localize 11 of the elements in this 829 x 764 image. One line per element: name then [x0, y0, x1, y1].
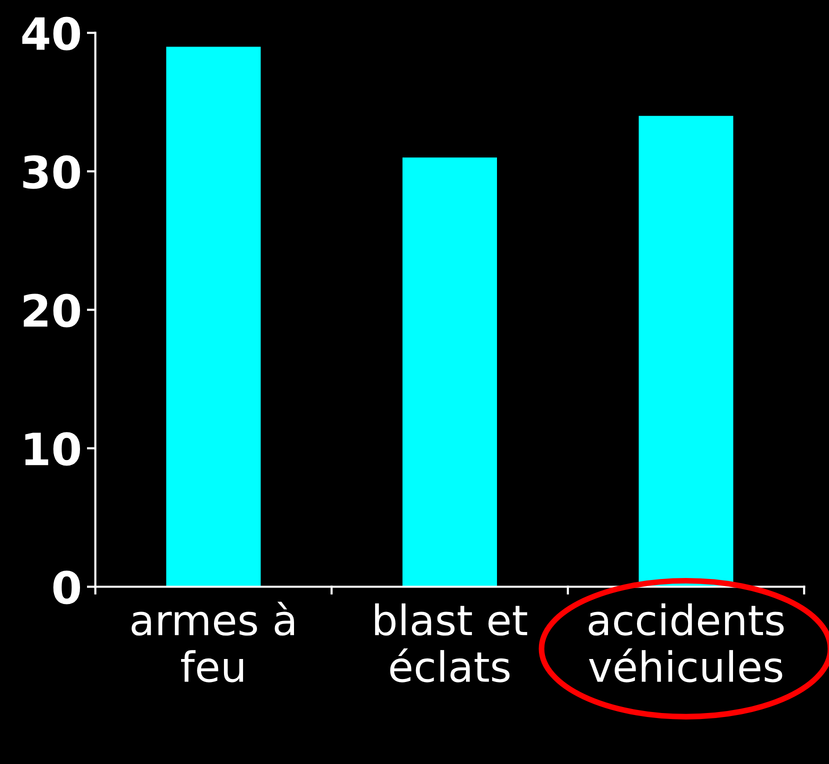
y-tick-label: 10: [25, 432, 80, 466]
y-tick-label: 40: [22, 16, 80, 50]
x-tick-label: armes à feu: [132, 602, 294, 682]
y-tick-label: 30: [23, 155, 80, 189]
x-tick-label: blast et éclats: [375, 603, 528, 682]
x-tick-label: accidents véhicules: [588, 603, 784, 682]
bar: [166, 46, 261, 587]
bar: [402, 157, 497, 587]
bar: [638, 116, 734, 587]
y-tick-label: 0: [53, 570, 80, 604]
y-tick-label: 20: [24, 294, 80, 328]
